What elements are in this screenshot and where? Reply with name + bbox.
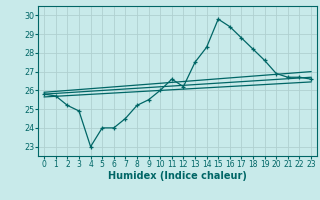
X-axis label: Humidex (Indice chaleur): Humidex (Indice chaleur)	[108, 171, 247, 181]
